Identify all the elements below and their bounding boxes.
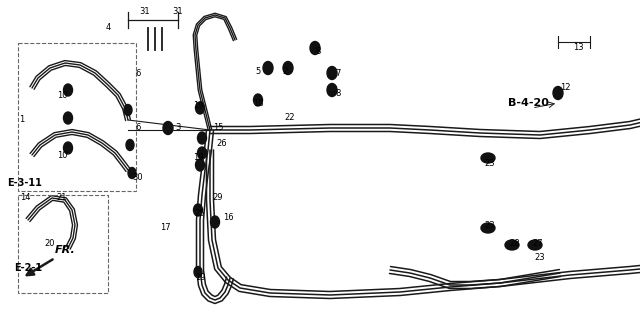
- Ellipse shape: [128, 167, 136, 179]
- Ellipse shape: [63, 142, 72, 154]
- Text: 28: 28: [509, 238, 520, 247]
- Ellipse shape: [553, 86, 563, 100]
- Text: 23: 23: [484, 220, 495, 229]
- Bar: [18, 43, 136, 191]
- Text: 23: 23: [534, 253, 545, 262]
- Text: 27: 27: [532, 238, 543, 247]
- Text: 1: 1: [19, 116, 24, 124]
- Text: 19: 19: [195, 274, 205, 283]
- Ellipse shape: [124, 105, 132, 116]
- Ellipse shape: [263, 61, 273, 75]
- Text: 6: 6: [135, 68, 141, 77]
- Text: FR.: FR.: [55, 245, 76, 255]
- Text: 5: 5: [255, 68, 260, 76]
- Ellipse shape: [194, 267, 202, 277]
- Text: 25: 25: [195, 209, 205, 218]
- Text: B-4-20: B-4-20: [508, 98, 548, 108]
- Text: 29: 29: [212, 194, 223, 203]
- Ellipse shape: [126, 140, 134, 150]
- Ellipse shape: [283, 61, 293, 75]
- Text: 4: 4: [106, 22, 111, 31]
- Text: 30: 30: [132, 173, 143, 182]
- Text: 26: 26: [217, 139, 227, 148]
- Text: 16: 16: [223, 213, 234, 222]
- Ellipse shape: [63, 112, 72, 124]
- Text: 19: 19: [193, 100, 204, 109]
- Ellipse shape: [528, 240, 542, 250]
- Bar: [18, 195, 108, 293]
- Text: 31: 31: [173, 7, 183, 17]
- Text: 19: 19: [193, 154, 204, 163]
- Text: 23: 23: [484, 158, 495, 167]
- Text: 2: 2: [282, 68, 287, 76]
- Text: 3: 3: [175, 124, 180, 132]
- Ellipse shape: [63, 84, 72, 96]
- Ellipse shape: [198, 147, 207, 159]
- Text: 8: 8: [316, 47, 321, 57]
- Text: 21: 21: [57, 194, 67, 203]
- Ellipse shape: [253, 94, 262, 106]
- Text: 17: 17: [160, 223, 170, 233]
- Ellipse shape: [310, 42, 320, 54]
- Text: 6: 6: [135, 124, 141, 132]
- Text: 7: 7: [335, 68, 340, 77]
- Ellipse shape: [195, 102, 205, 114]
- Text: 13: 13: [573, 44, 583, 52]
- Ellipse shape: [198, 132, 207, 144]
- Text: 20: 20: [45, 238, 55, 247]
- Text: 15: 15: [212, 124, 223, 132]
- Text: E-3-11: E-3-11: [8, 178, 42, 188]
- Ellipse shape: [211, 216, 220, 228]
- Ellipse shape: [505, 240, 519, 250]
- Text: 10: 10: [57, 150, 67, 159]
- Text: E-2-1: E-2-1: [14, 263, 42, 273]
- Text: 31: 31: [140, 7, 150, 17]
- Text: 14: 14: [20, 194, 30, 203]
- Ellipse shape: [193, 204, 202, 216]
- Ellipse shape: [327, 84, 337, 97]
- Ellipse shape: [163, 122, 173, 134]
- Text: 12: 12: [560, 84, 570, 92]
- Ellipse shape: [195, 159, 205, 171]
- Ellipse shape: [481, 153, 495, 163]
- Text: 22: 22: [285, 114, 295, 123]
- Ellipse shape: [327, 67, 337, 79]
- Text: 8: 8: [335, 89, 340, 98]
- Text: 18: 18: [253, 99, 263, 108]
- Text: 10: 10: [57, 91, 67, 100]
- Ellipse shape: [481, 223, 495, 233]
